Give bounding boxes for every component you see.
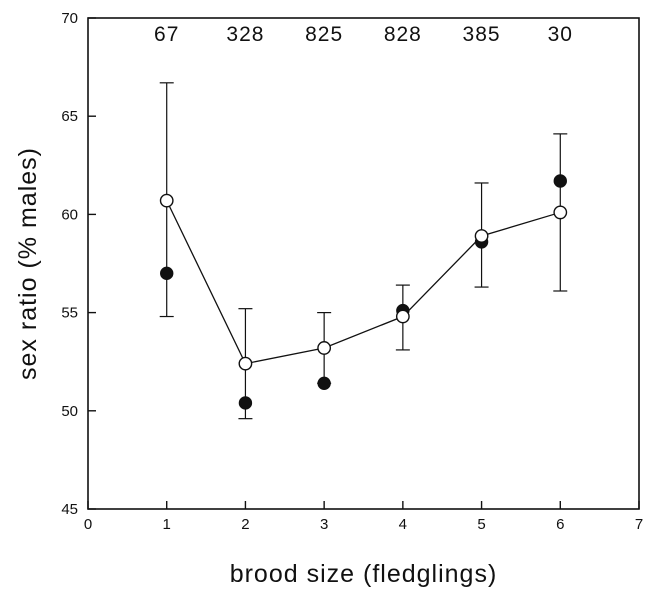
sample-size-label: 30 <box>548 23 573 46</box>
x-tick-label: 1 <box>163 516 171 533</box>
open-point <box>395 309 410 324</box>
sample-size-label: 385 <box>463 23 501 46</box>
x-tick-label: 3 <box>320 516 328 533</box>
open-point <box>474 229 489 243</box>
y-axis-title: sex ratio (% males) <box>14 147 42 380</box>
x-tick-label: 2 <box>241 516 249 533</box>
x-tick-label: 0 <box>84 516 92 533</box>
sample-size-label: 67 <box>154 23 179 46</box>
x-tick-label: 5 <box>477 516 485 533</box>
series-line-open <box>166 200 561 365</box>
x-tick-label: 6 <box>556 516 564 533</box>
open-point <box>238 356 253 371</box>
filled-point <box>553 174 567 188</box>
sample-size-label: 328 <box>226 23 264 46</box>
open-point <box>159 193 174 208</box>
open-point <box>553 205 568 220</box>
filled-point <box>317 376 331 391</box>
y-tick-label: 65 <box>61 108 78 125</box>
open-point <box>317 341 332 355</box>
filled-point <box>238 396 253 410</box>
y-tick-label: 70 <box>61 10 78 27</box>
sample-size-label: 825 <box>305 23 343 46</box>
sample-size-label: 828 <box>384 23 422 46</box>
x-axis-title: brood size (fledglings) <box>230 560 498 588</box>
plot-frame <box>87 17 640 510</box>
y-tick-label: 55 <box>61 305 78 322</box>
x-tick-label: 4 <box>399 516 407 533</box>
filled-point <box>160 266 174 281</box>
y-tick-label: 60 <box>61 206 78 223</box>
x-tick-label: 7 <box>635 516 643 533</box>
y-tick-label: 50 <box>61 403 78 420</box>
y-tick-label: 45 <box>61 501 78 518</box>
